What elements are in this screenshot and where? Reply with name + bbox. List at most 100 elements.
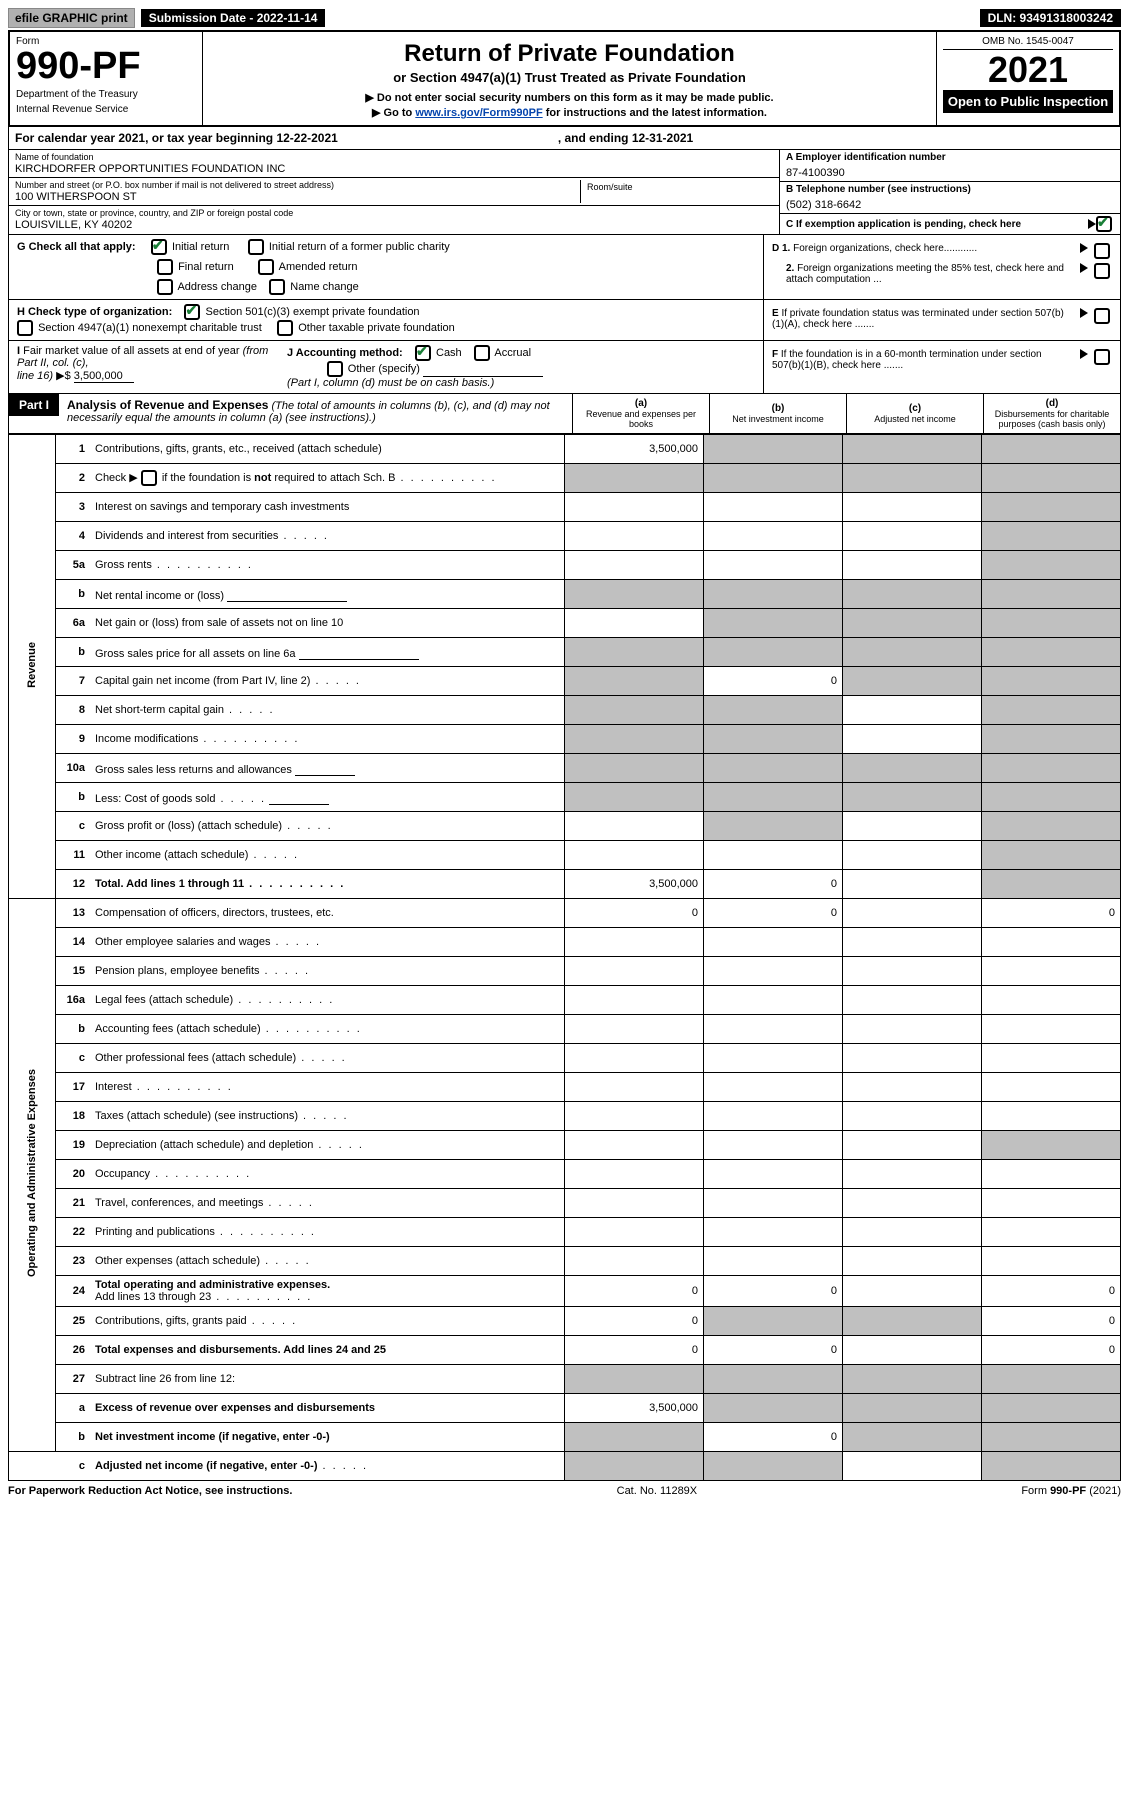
- r25: Contributions, gifts, grants paid: [90, 1307, 565, 1336]
- ein-label: A Employer identification number: [786, 152, 946, 163]
- c-checkbox[interactable]: [1096, 216, 1112, 232]
- table-row: cAdjusted net income (if negative, enter…: [9, 1452, 1121, 1481]
- r21: Travel, conferences, and meetings: [90, 1189, 565, 1218]
- accrual: Accrual: [494, 347, 531, 359]
- table-row: 5aGross rents: [9, 551, 1121, 580]
- c-label: C If exemption application is pending, c…: [786, 219, 1086, 230]
- omb-number: OMB No. 1545-0047: [943, 36, 1113, 50]
- table-row: bGross sales price for all assets on lin…: [9, 638, 1121, 667]
- table-row: aExcess of revenue over expenses and dis…: [9, 1394, 1121, 1423]
- header-mid: Return of Private Foundation or Section …: [203, 32, 936, 125]
- r4: Dividends and interest from securities: [90, 522, 565, 551]
- d2-text: 2. Foreign organizations meeting the 85%…: [772, 263, 1072, 285]
- phone-label: B Telephone number (see instructions): [786, 184, 971, 195]
- addr-change-cb[interactable]: [157, 279, 173, 295]
- r16c: Other professional fees (attach schedule…: [90, 1044, 565, 1073]
- r16a: Legal fees (attach schedule): [90, 986, 565, 1015]
- col-a-header: (a)Revenue and expenses per books: [572, 394, 709, 433]
- arrow-icon: [1080, 349, 1088, 359]
- table-row: 22Printing and publications: [9, 1218, 1121, 1247]
- r10a: Gross sales less returns and allowances: [90, 754, 565, 783]
- addr-change: Address change: [177, 281, 257, 293]
- r13-a: 0: [565, 899, 704, 928]
- table-row: Revenue 1Contributions, gifts, grants, e…: [9, 435, 1121, 464]
- r26: Total expenses and disbursements. Add li…: [90, 1336, 565, 1365]
- h-4947-cb[interactable]: [17, 320, 33, 336]
- r26-a: 0: [565, 1336, 704, 1365]
- table-row: bLess: Cost of goods sold: [9, 783, 1121, 812]
- f-checkbox[interactable]: [1094, 349, 1110, 365]
- header-right: OMB No. 1545-0047 2021 Open to Public In…: [936, 32, 1119, 125]
- part1-tab: Part I: [9, 394, 59, 416]
- arrow-icon: [1080, 263, 1088, 273]
- initial-former-cb[interactable]: [248, 239, 264, 255]
- cal-year-end: , and ending 12-31-2021: [558, 131, 693, 145]
- exemption-cell: C If exemption application is pending, c…: [780, 214, 1120, 234]
- name-label: Name of foundation: [15, 152, 94, 162]
- r24: Total operating and administrative expen…: [90, 1276, 565, 1307]
- initial-return-cb[interactable]: [151, 239, 167, 255]
- part1-table: Revenue 1Contributions, gifts, grants, e…: [8, 434, 1121, 1481]
- name-change-cb[interactable]: [269, 279, 285, 295]
- r24-b: 0: [704, 1276, 843, 1307]
- d1-checkbox[interactable]: [1094, 243, 1110, 259]
- efile-button[interactable]: efile GRAPHIC print: [8, 8, 135, 28]
- table-row: bNet rental income or (loss): [9, 580, 1121, 609]
- d2-checkbox[interactable]: [1094, 263, 1110, 279]
- table-row: 27Subtract line 26 from line 12:: [9, 1365, 1121, 1394]
- d-block: D 1. Foreign organizations, check here..…: [763, 235, 1120, 299]
- table-row: 25Contributions, gifts, grants paid00: [9, 1307, 1121, 1336]
- ein: 87-4100390: [786, 167, 1114, 179]
- amended-cb[interactable]: [258, 259, 274, 275]
- cash-cb[interactable]: [415, 345, 431, 361]
- i-j-f-block: I Fair market value of all assets at end…: [8, 341, 1121, 394]
- city-cell: City or town, state or province, country…: [9, 206, 779, 233]
- r8: Net short-term capital gain: [90, 696, 565, 725]
- fmv-value: 3,500,000: [74, 370, 134, 383]
- table-row: cOther professional fees (attach schedul…: [9, 1044, 1121, 1073]
- revenue-label: Revenue: [9, 435, 56, 899]
- header-left: Form 990-PF Department of the Treasury I…: [10, 32, 203, 125]
- table-row: 23Other expenses (attach schedule): [9, 1247, 1121, 1276]
- j-note: (Part I, column (d) must be on cash basi…: [287, 377, 494, 389]
- foundation-name-cell: Name of foundation KIRCHDORFER OPPORTUNI…: [9, 150, 779, 178]
- city: LOUISVILLE, KY 40202: [15, 219, 773, 231]
- col-d-header: (d)Disbursements for charitable purposes…: [983, 394, 1120, 433]
- col-b-header: (b)Net investment income: [709, 394, 846, 433]
- table-row: Operating and Administrative Expenses 13…: [9, 899, 1121, 928]
- irs-link[interactable]: www.irs.gov/Form990PF: [415, 107, 542, 119]
- r13-b: 0: [704, 899, 843, 928]
- amended: Amended return: [279, 261, 358, 273]
- r27c: Adjusted net income (if negative, enter …: [90, 1452, 565, 1481]
- table-row: 6aNet gain or (loss) from sale of assets…: [9, 609, 1121, 638]
- schb-cb[interactable]: [141, 470, 157, 486]
- f-text: F If the foundation is in a 60-month ter…: [772, 349, 1072, 371]
- h-other-cb[interactable]: [277, 320, 293, 336]
- accrual-cb[interactable]: [474, 345, 490, 361]
- r12-b: 0: [704, 870, 843, 899]
- r5a: Gross rents: [90, 551, 565, 580]
- e-checkbox[interactable]: [1094, 308, 1110, 324]
- final-return-cb[interactable]: [157, 259, 173, 275]
- open-inspection: Open to Public Inspection: [943, 90, 1113, 113]
- r19: Depreciation (attach schedule) and deple…: [90, 1131, 565, 1160]
- r9: Income modifications: [90, 725, 565, 754]
- e-block: E If private foundation status was termi…: [763, 300, 1120, 340]
- initial-former: Initial return of a former public charit…: [269, 241, 450, 253]
- table-row: 14Other employee salaries and wages: [9, 928, 1121, 957]
- h-label: H Check type of organization:: [17, 306, 172, 318]
- table-row: 10aGross sales less returns and allowanc…: [9, 754, 1121, 783]
- r1-a: 3,500,000: [565, 435, 704, 464]
- footer-left: For Paperwork Reduction Act Notice, see …: [8, 1485, 292, 1497]
- h-opt1: Section 501(c)(3) exempt private foundat…: [206, 306, 420, 318]
- table-row: 19Depreciation (attach schedule) and dep…: [9, 1131, 1121, 1160]
- i-j-block: I Fair market value of all assets at end…: [9, 341, 764, 393]
- address-row: Number and street (or P.O. box number if…: [9, 178, 779, 206]
- r27: Subtract line 26 from line 12:: [90, 1365, 565, 1394]
- arrow-icon: [1088, 219, 1096, 229]
- other-cb[interactable]: [327, 361, 343, 377]
- tax-year: 2021: [943, 52, 1113, 88]
- r5b: Net rental income or (loss): [90, 580, 565, 609]
- footer: For Paperwork Reduction Act Notice, see …: [8, 1485, 1121, 1497]
- h-501c3-cb[interactable]: [184, 304, 200, 320]
